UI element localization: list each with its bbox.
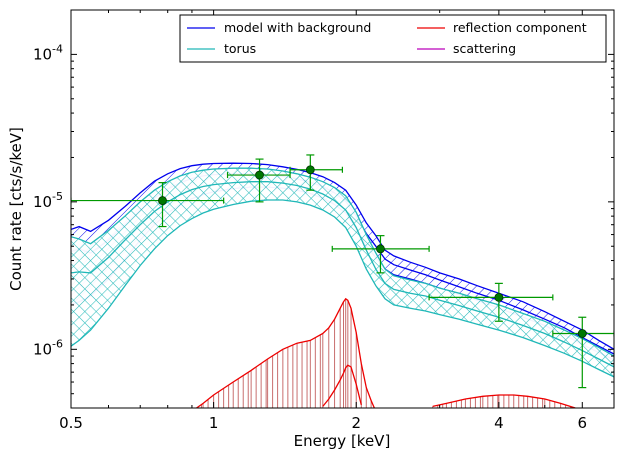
x-tick-label: 4	[494, 414, 504, 432]
y-tick-label: 10-5	[33, 190, 63, 211]
torus-mid-line	[71, 181, 614, 368]
x-axis-label: Energy [keV]	[294, 432, 391, 450]
reflection-component-upper-line	[196, 297, 576, 408]
data-point	[494, 292, 504, 302]
model-with-background-upper-line	[71, 162, 614, 350]
y-tick-label: 10-4	[33, 42, 63, 63]
data-point	[158, 196, 167, 205]
data-points-layer	[71, 154, 614, 389]
y-axis-label: Count rate [cts/s/keV]	[7, 127, 25, 291]
legend-label-model: model with background	[224, 20, 371, 35]
x-tick-label: 6	[578, 414, 588, 432]
torus-upper-line	[71, 167, 614, 357]
data-point	[305, 165, 315, 175]
data-point	[577, 329, 587, 338]
legend-label-reflection: reflection component	[453, 20, 587, 35]
reflection-component-lower-line	[322, 364, 362, 407]
data-point	[376, 244, 385, 254]
legend-label-torus: torus	[224, 41, 256, 56]
legend: model with background reflection compone…	[179, 14, 607, 63]
y-tick-label: 10-6	[33, 337, 63, 358]
torus-band	[71, 168, 614, 377]
x-tick-label: 1	[209, 414, 219, 432]
legend-label-scattering: scattering	[453, 41, 516, 56]
x-tick-label: 2	[351, 414, 361, 432]
torus-lower-line	[71, 199, 614, 378]
x-tick-label: 0.5	[59, 414, 83, 432]
axes: 0.5 1 2 4 6 10-6 10-5 10-4	[33, 9, 615, 432]
data-point	[255, 170, 264, 180]
legend-box	[179, 14, 607, 63]
